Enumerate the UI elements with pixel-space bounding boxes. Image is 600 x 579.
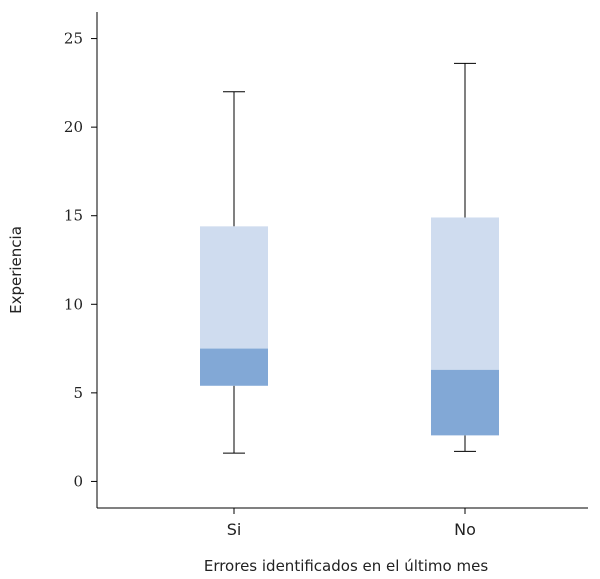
- y-axis-title: Experiencia: [7, 226, 25, 314]
- y-tick-label: 5: [73, 384, 83, 402]
- y-tick-label: 15: [64, 207, 83, 225]
- x-tick-label-si: Si: [227, 520, 242, 539]
- lower-box: [431, 369, 499, 436]
- y-tick-label: 20: [64, 118, 83, 136]
- y-tick-label: 10: [64, 295, 83, 313]
- x-axis-title: Errores identificados en el último mes: [204, 557, 488, 575]
- box-no: [431, 62, 499, 452]
- upper-box: [431, 217, 499, 370]
- y-tick-label: 25: [64, 30, 83, 48]
- x-tick-label-no: No: [454, 520, 476, 539]
- box-si: [200, 91, 268, 454]
- y-axis-ticks: 0 5 10 15 20 25: [64, 30, 97, 490]
- boxes: [200, 62, 499, 454]
- x-axis-ticks: Si No: [227, 508, 476, 539]
- upper-box: [200, 226, 268, 349]
- y-tick-label: 0: [73, 472, 83, 490]
- lower-box: [200, 348, 268, 386]
